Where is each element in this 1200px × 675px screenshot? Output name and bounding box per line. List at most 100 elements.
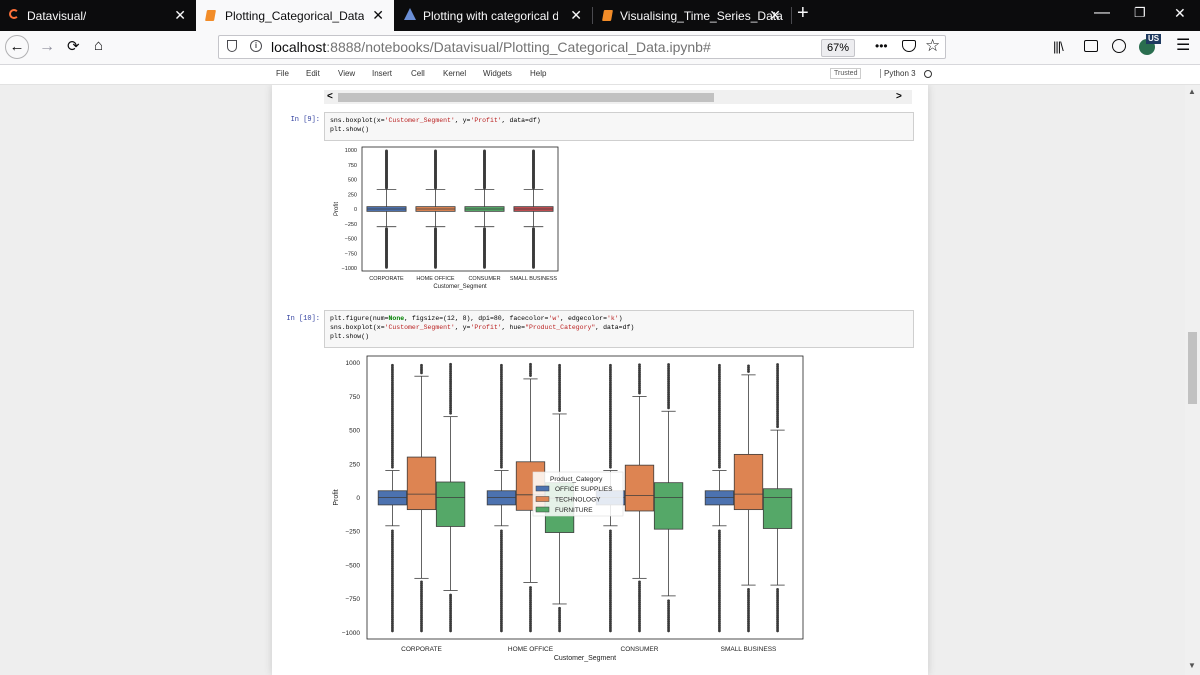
close-tab-icon[interactable]: ✕ xyxy=(174,7,186,23)
scroll-right-icon[interactable]: > xyxy=(896,91,902,102)
y-tick-label: −750 xyxy=(345,596,360,603)
close-tab-icon[interactable]: ✕ xyxy=(769,7,781,23)
legend-label: TECHNOLOGY xyxy=(555,497,601,504)
y-tick-label: 1000 xyxy=(345,148,357,154)
scrollbar-thumb[interactable] xyxy=(338,93,714,102)
outlier-point xyxy=(529,586,532,589)
library-icon[interactable]: |||\ xyxy=(1053,39,1064,54)
bookmark-star-icon[interactable]: ☆ xyxy=(925,36,941,55)
box xyxy=(435,481,466,527)
home-icon[interactable]: ⌂ xyxy=(94,37,104,54)
outlier-point xyxy=(500,529,503,533)
tab-title: Plotting with categorical data – xyxy=(423,9,558,23)
x-tick-label: CONSUMER xyxy=(621,646,659,653)
tab-separator xyxy=(592,7,593,24)
y-tick-label: 750 xyxy=(349,394,360,401)
close-tab-icon[interactable]: ✕ xyxy=(372,7,384,23)
scroll-up-icon[interactable]: ▲ xyxy=(1188,87,1196,96)
y-tick-label: −750 xyxy=(345,251,357,257)
scrollbar-thumb[interactable] xyxy=(1188,332,1197,404)
menu-kernel[interactable]: Kernel xyxy=(443,69,467,78)
menu-widgets[interactable]: Widgets xyxy=(483,69,512,78)
outlier-point xyxy=(667,363,670,366)
code-cell[interactable]: sns.boxplot(x='Customer_Segment', y='Pro… xyxy=(324,112,914,141)
notebook-icon xyxy=(205,10,216,21)
menu-file[interactable]: File xyxy=(276,69,289,78)
outlier-point xyxy=(391,363,394,367)
boxplot-chart-segments: 1000 750 500 250 0 −250 −500 −750 −1000 CORPORATE… xyxy=(334,146,559,290)
outlier-point xyxy=(609,529,612,533)
x-tick-label: SMALL BUSINESS xyxy=(721,646,777,653)
y-tick-label: −500 xyxy=(345,237,357,243)
cell-prompt: In [9]: xyxy=(290,116,320,124)
tracking-shield-icon[interactable] xyxy=(227,40,237,52)
url-text[interactable]: localhost:8888/notebooks/Datavisual/Plot… xyxy=(271,39,711,55)
tab-plotting-with-categorical[interactable]: Plotting with categorical data – ✕ xyxy=(394,0,592,31)
notebook-icon xyxy=(602,10,613,21)
y-tick-label: −1000 xyxy=(342,630,361,637)
menu-cell[interactable]: Cell xyxy=(411,69,425,78)
url-host: localhost xyxy=(271,39,327,55)
y-tick-label: −1000 xyxy=(342,266,357,272)
code-cell[interactable]: plt.figure(num=None, figsize=(12, 8), dp… xyxy=(324,310,914,348)
legend-swatch xyxy=(535,496,550,502)
menu-help[interactable]: Help xyxy=(530,69,547,78)
tab-bar: Datavisual/ ✕ Plotting_Categorical_Data … xyxy=(0,0,1200,31)
outlier-point xyxy=(532,149,535,153)
outlier-point xyxy=(434,227,437,230)
box xyxy=(624,464,655,512)
sidebar-icon[interactable] xyxy=(1084,40,1098,52)
code-line: plt.show() xyxy=(330,126,370,133)
minimize-icon[interactable]: — xyxy=(1094,4,1110,21)
url-bar[interactable]: i localhost:8888/notebooks/Datavisual/Pl… xyxy=(218,35,946,59)
close-tab-icon[interactable]: ✕ xyxy=(570,7,582,23)
y-tick-label: 500 xyxy=(348,178,357,184)
x-tick-label: CORPORATE xyxy=(369,276,404,282)
close-window-icon[interactable]: ✕ xyxy=(1174,5,1186,21)
menu-insert[interactable]: Insert xyxy=(372,69,393,78)
legend-swatch xyxy=(535,506,550,513)
y-tick-label: 1000 xyxy=(346,360,361,367)
new-tab-icon[interactable]: + xyxy=(797,2,809,24)
tab-separator xyxy=(791,7,792,24)
back-icon[interactable]: ← xyxy=(5,35,29,59)
outlier-point xyxy=(449,362,452,366)
trusted-indicator[interactable]: Trusted xyxy=(830,68,862,79)
outlier-point xyxy=(529,362,532,366)
x-tick-label: HOME OFFICE xyxy=(508,646,554,653)
outlier-point xyxy=(500,363,503,367)
tab-visualising-time-series[interactable]: Visualising_Time_Series_Data ✕ xyxy=(593,0,791,31)
code-line: sns.boxplot(x='Customer_Segment', y='Pro… xyxy=(330,117,541,124)
reload-icon[interactable]: ⟳ xyxy=(67,38,80,55)
account-icon[interactable] xyxy=(1112,39,1126,53)
outlier-point xyxy=(385,149,388,153)
y-axis-label: Profit xyxy=(334,202,340,216)
box xyxy=(653,482,684,530)
x-axis-label: Customer_Segment xyxy=(433,284,487,290)
pocket-icon[interactable] xyxy=(902,40,916,52)
hamburger-menu-icon[interactable]: ☰ xyxy=(1176,37,1191,54)
box xyxy=(733,453,764,511)
y-tick-label: 250 xyxy=(349,461,360,468)
menu-edit[interactable]: Edit xyxy=(306,69,320,78)
code-line: plt.show() xyxy=(330,333,370,340)
tab-plotting-categorical[interactable]: Plotting_Categorical_Data ✕ xyxy=(196,0,394,31)
x-tick-label: CORPORATE xyxy=(401,646,442,653)
tab-title: Visualising_Time_Series_Data xyxy=(620,9,783,23)
forward-icon[interactable]: → xyxy=(39,38,55,55)
outlier-point xyxy=(385,227,388,230)
tab-datavisual[interactable]: Datavisual/ ✕ xyxy=(0,0,196,31)
zoom-level[interactable]: 67% xyxy=(821,39,856,57)
y-tick-label: 500 xyxy=(349,428,360,435)
site-info-icon[interactable]: i xyxy=(250,40,262,52)
outlier-point xyxy=(558,606,561,610)
kernel-name[interactable]: Python 3 xyxy=(880,69,916,78)
scroll-left-icon[interactable]: < xyxy=(327,91,333,102)
page-actions-icon[interactable]: ••• xyxy=(875,39,888,53)
seaborn-tab-icon xyxy=(404,8,416,20)
restore-icon[interactable]: ❐ xyxy=(1134,5,1146,20)
page-vertical-scrollbar[interactable]: ▲ ▼ xyxy=(1185,85,1200,675)
menu-view[interactable]: View xyxy=(338,69,356,78)
scroll-down-icon[interactable]: ▼ xyxy=(1188,661,1196,670)
output-horizontal-scrollbar[interactable]: < > xyxy=(324,90,912,104)
